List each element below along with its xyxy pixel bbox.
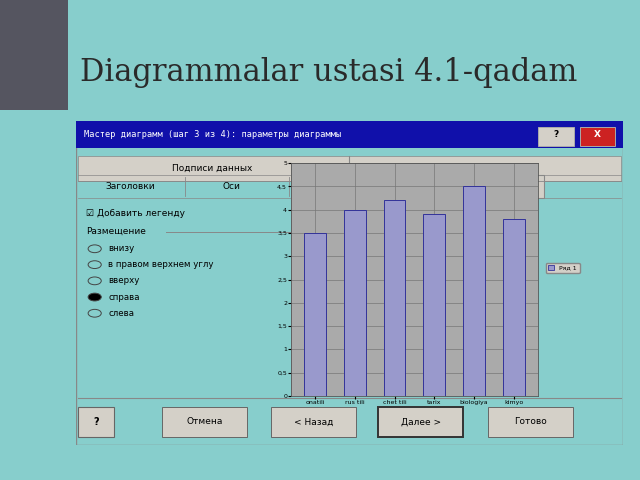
Legend: Ряд 1: Ряд 1 [546, 263, 580, 273]
Text: Отмена: Отмена [186, 418, 223, 426]
Text: Легенда: Легенда [470, 182, 514, 191]
Bar [383, 201, 406, 396]
FancyBboxPatch shape [78, 407, 114, 437]
Text: X: X [594, 131, 601, 139]
FancyBboxPatch shape [443, 175, 544, 198]
Text: Подписи данных: Подписи данных [172, 164, 253, 173]
Text: вверху: вверху [108, 276, 140, 285]
Bar [344, 210, 365, 396]
Text: ?: ? [554, 131, 559, 139]
Text: справа: справа [108, 292, 140, 301]
FancyBboxPatch shape [162, 407, 247, 437]
Text: Далее >: Далее > [401, 418, 441, 426]
Text: < Назад: < Назад [294, 418, 333, 426]
Text: Размещение: Размещение [86, 227, 147, 236]
FancyBboxPatch shape [271, 407, 356, 437]
Text: внизу: внизу [108, 244, 134, 253]
Text: Заголовки: Заголовки [106, 182, 155, 191]
Text: Таблица данных: Таблица данных [447, 164, 526, 173]
Bar [0, 0, 68, 110]
Text: Оси: Оси [223, 182, 241, 191]
Bar [503, 219, 525, 396]
Bar [463, 187, 485, 396]
Bar [78, 156, 621, 180]
FancyBboxPatch shape [538, 127, 574, 146]
Text: в правом верхнем углу: в правом верхнем углу [108, 260, 214, 269]
Text: ☑ Добавить легенду: ☑ Добавить легенду [86, 209, 186, 218]
Text: Линии сетки: Линии сетки [333, 182, 394, 191]
Text: Diagrammalar ustasi 4.1-qadam: Diagrammalar ustasi 4.1-qadam [80, 57, 577, 88]
Bar [304, 233, 326, 396]
Circle shape [88, 293, 101, 301]
FancyBboxPatch shape [580, 127, 615, 146]
Text: Готово: Готово [514, 418, 547, 426]
Bar [423, 215, 445, 396]
FancyBboxPatch shape [378, 407, 463, 437]
Text: ?: ? [93, 417, 99, 427]
Bar [76, 121, 623, 148]
FancyBboxPatch shape [488, 407, 573, 437]
Text: Мастер диаграмм (шаг 3 из 4): параметры диаграммы: Мастер диаграмм (шаг 3 из 4): параметры … [84, 131, 341, 139]
Text: слева: слева [108, 309, 134, 318]
